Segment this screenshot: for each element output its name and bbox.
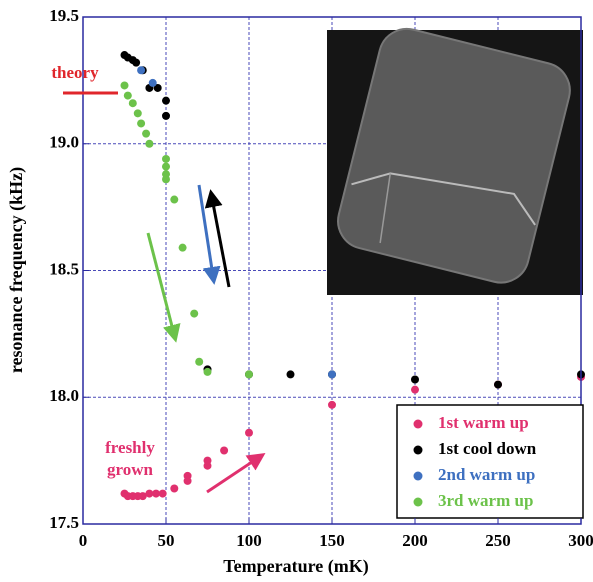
x-tick-label: 250: [485, 531, 511, 550]
legend-label: 1st cool down: [438, 439, 537, 458]
y-tick-label: 19.5: [49, 6, 79, 25]
point: [162, 155, 170, 163]
point: [287, 370, 295, 378]
legend-label: 1st warm up: [438, 413, 529, 432]
point: [162, 163, 170, 171]
legend-marker: [414, 446, 423, 455]
point: [170, 485, 178, 493]
arrow: [212, 198, 229, 287]
point: [411, 376, 419, 384]
y-tick-label: 17.5: [49, 513, 79, 532]
arrow: [148, 233, 174, 334]
point: [129, 99, 137, 107]
point: [184, 477, 192, 485]
legend-label: 2nd warm up: [438, 465, 535, 484]
legend-marker: [414, 472, 423, 481]
x-tick-label: 100: [236, 531, 262, 550]
point: [170, 196, 178, 204]
x-tick-label: 150: [319, 531, 345, 550]
x-axis-label: Temperature (mK): [223, 556, 368, 577]
point: [411, 386, 419, 394]
theory-label: theory: [51, 63, 99, 82]
x-tick-label: 0: [79, 531, 88, 550]
point: [204, 457, 212, 465]
point: [162, 175, 170, 183]
point: [149, 79, 157, 87]
point: [162, 112, 170, 120]
arrow: [207, 458, 258, 492]
point: [137, 66, 145, 74]
point: [195, 358, 203, 366]
x-tick-label: 200: [402, 531, 428, 550]
point: [145, 140, 153, 148]
annotation: grown: [107, 460, 154, 479]
y-axis-label: resonance frequency (kHz): [6, 167, 27, 373]
point: [328, 401, 336, 409]
annotation: freshly: [105, 438, 155, 457]
point: [179, 244, 187, 252]
point: [162, 97, 170, 105]
point: [245, 429, 253, 437]
point: [220, 446, 228, 454]
legend-marker: [414, 498, 423, 507]
legend: 1st warm up 1st cool down 2nd warm up 3rd w…: [397, 405, 583, 518]
point: [328, 370, 336, 378]
point: [132, 59, 140, 67]
y-tick-label: 19.0: [49, 133, 79, 152]
point: [137, 119, 145, 127]
point: [121, 81, 129, 89]
chart: Temperature (mK) resonance frequency (kH…: [0, 0, 593, 582]
point: [190, 310, 198, 318]
arrows: [148, 185, 258, 492]
point: [124, 92, 132, 100]
point: [134, 109, 142, 117]
point: [245, 370, 253, 378]
inset-image: [327, 23, 583, 295]
point: [142, 130, 150, 138]
legend-label: 3rd warm up: [438, 491, 533, 510]
legend-marker: [414, 420, 423, 429]
x-tick-label: 50: [158, 531, 175, 550]
y-tick-label: 18.5: [49, 259, 79, 278]
y-tick-label: 18.0: [49, 386, 79, 405]
point: [494, 381, 502, 389]
x-tick-label: 300: [568, 531, 593, 550]
point: [204, 368, 212, 376]
point: [159, 490, 167, 498]
